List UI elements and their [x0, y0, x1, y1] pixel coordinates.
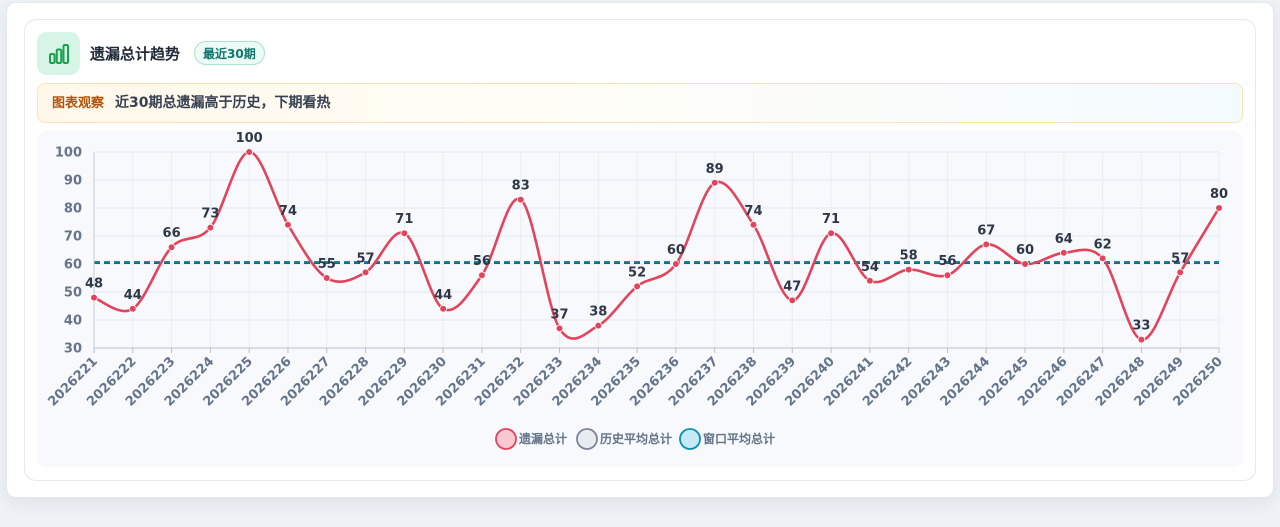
data-point	[904, 265, 913, 274]
data-label: 67	[977, 223, 995, 238]
y-tick-label: 80	[64, 202, 82, 217]
data-point	[478, 271, 486, 280]
data-point	[1060, 249, 1068, 257]
period-badge: 最近30期	[194, 41, 265, 65]
data-point	[633, 282, 641, 291]
data-label: 71	[822, 212, 840, 227]
data-label: 71	[395, 212, 413, 227]
insight-label: 图表观察	[52, 96, 105, 111]
legend-marker	[679, 428, 701, 450]
data-point	[206, 223, 215, 232]
data-label: 55	[318, 257, 336, 272]
data-label: 64	[1055, 232, 1073, 247]
data-label: 37	[550, 307, 568, 322]
data-point	[1137, 335, 1146, 344]
insight-text: 近30期总遗漏高于历史，下期看热	[115, 95, 331, 111]
y-tick-label: 40	[64, 314, 82, 329]
data-label: 56	[938, 254, 956, 269]
data-label: 74	[744, 204, 762, 219]
data-point	[245, 148, 253, 156]
y-tick-label: 100	[55, 146, 82, 161]
card-title: 遗漏总计趋势	[90, 45, 181, 63]
data-label: 52	[628, 265, 646, 280]
data-label: 100	[236, 131, 263, 146]
y-tick-label: 50	[64, 286, 82, 301]
legend-item-window-average: 窗口平均总计	[679, 428, 775, 450]
legend-label: 历史平均总计	[600, 431, 672, 446]
data-label: 44	[124, 288, 142, 303]
y-tick-label: 60	[64, 258, 82, 273]
chart-area	[37, 131, 1243, 467]
data-label: 48	[85, 277, 103, 292]
series-layer	[90, 148, 1223, 344]
legend-marker	[576, 428, 598, 450]
data-point	[866, 276, 874, 285]
legend-label: 遗漏总计	[518, 431, 567, 446]
reference-lines	[94, 260, 1219, 264]
data-point	[1098, 254, 1107, 263]
data-point	[1021, 260, 1029, 268]
data-point	[1215, 204, 1223, 212]
data-point	[555, 324, 564, 333]
y-tick-label: 90	[64, 174, 82, 189]
data-point	[982, 240, 991, 249]
data-label: 57	[1171, 251, 1189, 266]
chart-legend: 遗漏总计 历史平均总计 窗口平均总计	[495, 428, 775, 450]
data-label: 54	[861, 260, 879, 275]
data-point	[284, 221, 292, 229]
insight-banner: 图表观察 近30期总遗漏高于历史，下期看热	[37, 83, 1243, 123]
data-label: 60	[667, 243, 685, 258]
data-point	[439, 304, 447, 313]
data-point	[167, 243, 176, 252]
data-labels: 48 44 66 73 100 74 55 57 71 44 56 83 37 38 52 60 89 74 47 7…	[85, 131, 1228, 334]
y-tick-label: 30	[64, 342, 82, 357]
data-point	[90, 293, 98, 302]
bar-chart-icon	[37, 32, 80, 75]
data-label: 74	[279, 204, 297, 219]
y-tick-label: 70	[64, 230, 82, 245]
legend-label: 窗口平均总计	[703, 431, 775, 446]
data-label: 62	[1094, 237, 1112, 252]
x-axis-ticks: 2026221202622220262232026224202622520262…	[45, 348, 1226, 410]
legend-item-series: 遗漏总计	[495, 428, 567, 450]
y-axis-ticks: 30 40 50 60 70 80 90 100	[55, 146, 82, 357]
data-label: 60	[1016, 243, 1034, 258]
data-label: 73	[201, 207, 219, 222]
data-label: 44	[434, 288, 452, 303]
data-point	[594, 321, 603, 330]
data-label: 57	[357, 251, 375, 266]
data-point	[1176, 268, 1185, 277]
data-label: 33	[1132, 319, 1150, 334]
data-point	[710, 179, 719, 187]
data-label: 38	[589, 305, 607, 320]
data-point	[672, 260, 680, 268]
legend-item-history-average: 历史平均总计	[576, 428, 672, 450]
data-label: 56	[473, 254, 491, 269]
chart-grid	[93, 151, 1220, 349]
data-label: 66	[163, 226, 181, 241]
data-point	[128, 304, 137, 313]
series-line-遗漏总计	[93, 150, 1221, 341]
data-point	[361, 268, 370, 277]
data-point	[749, 221, 758, 229]
data-label: 47	[783, 279, 801, 294]
data-point	[788, 296, 797, 305]
data-point	[322, 274, 331, 282]
data-label: 89	[706, 162, 724, 177]
data-point	[943, 271, 952, 280]
data-point	[516, 195, 525, 204]
data-label: 83	[512, 179, 530, 194]
data-label: 58	[900, 249, 918, 264]
data-label: 80	[1210, 187, 1228, 202]
legend-marker	[495, 428, 517, 450]
data-point	[827, 229, 835, 238]
data-point	[400, 229, 409, 238]
chart-axes	[93, 152, 1219, 349]
